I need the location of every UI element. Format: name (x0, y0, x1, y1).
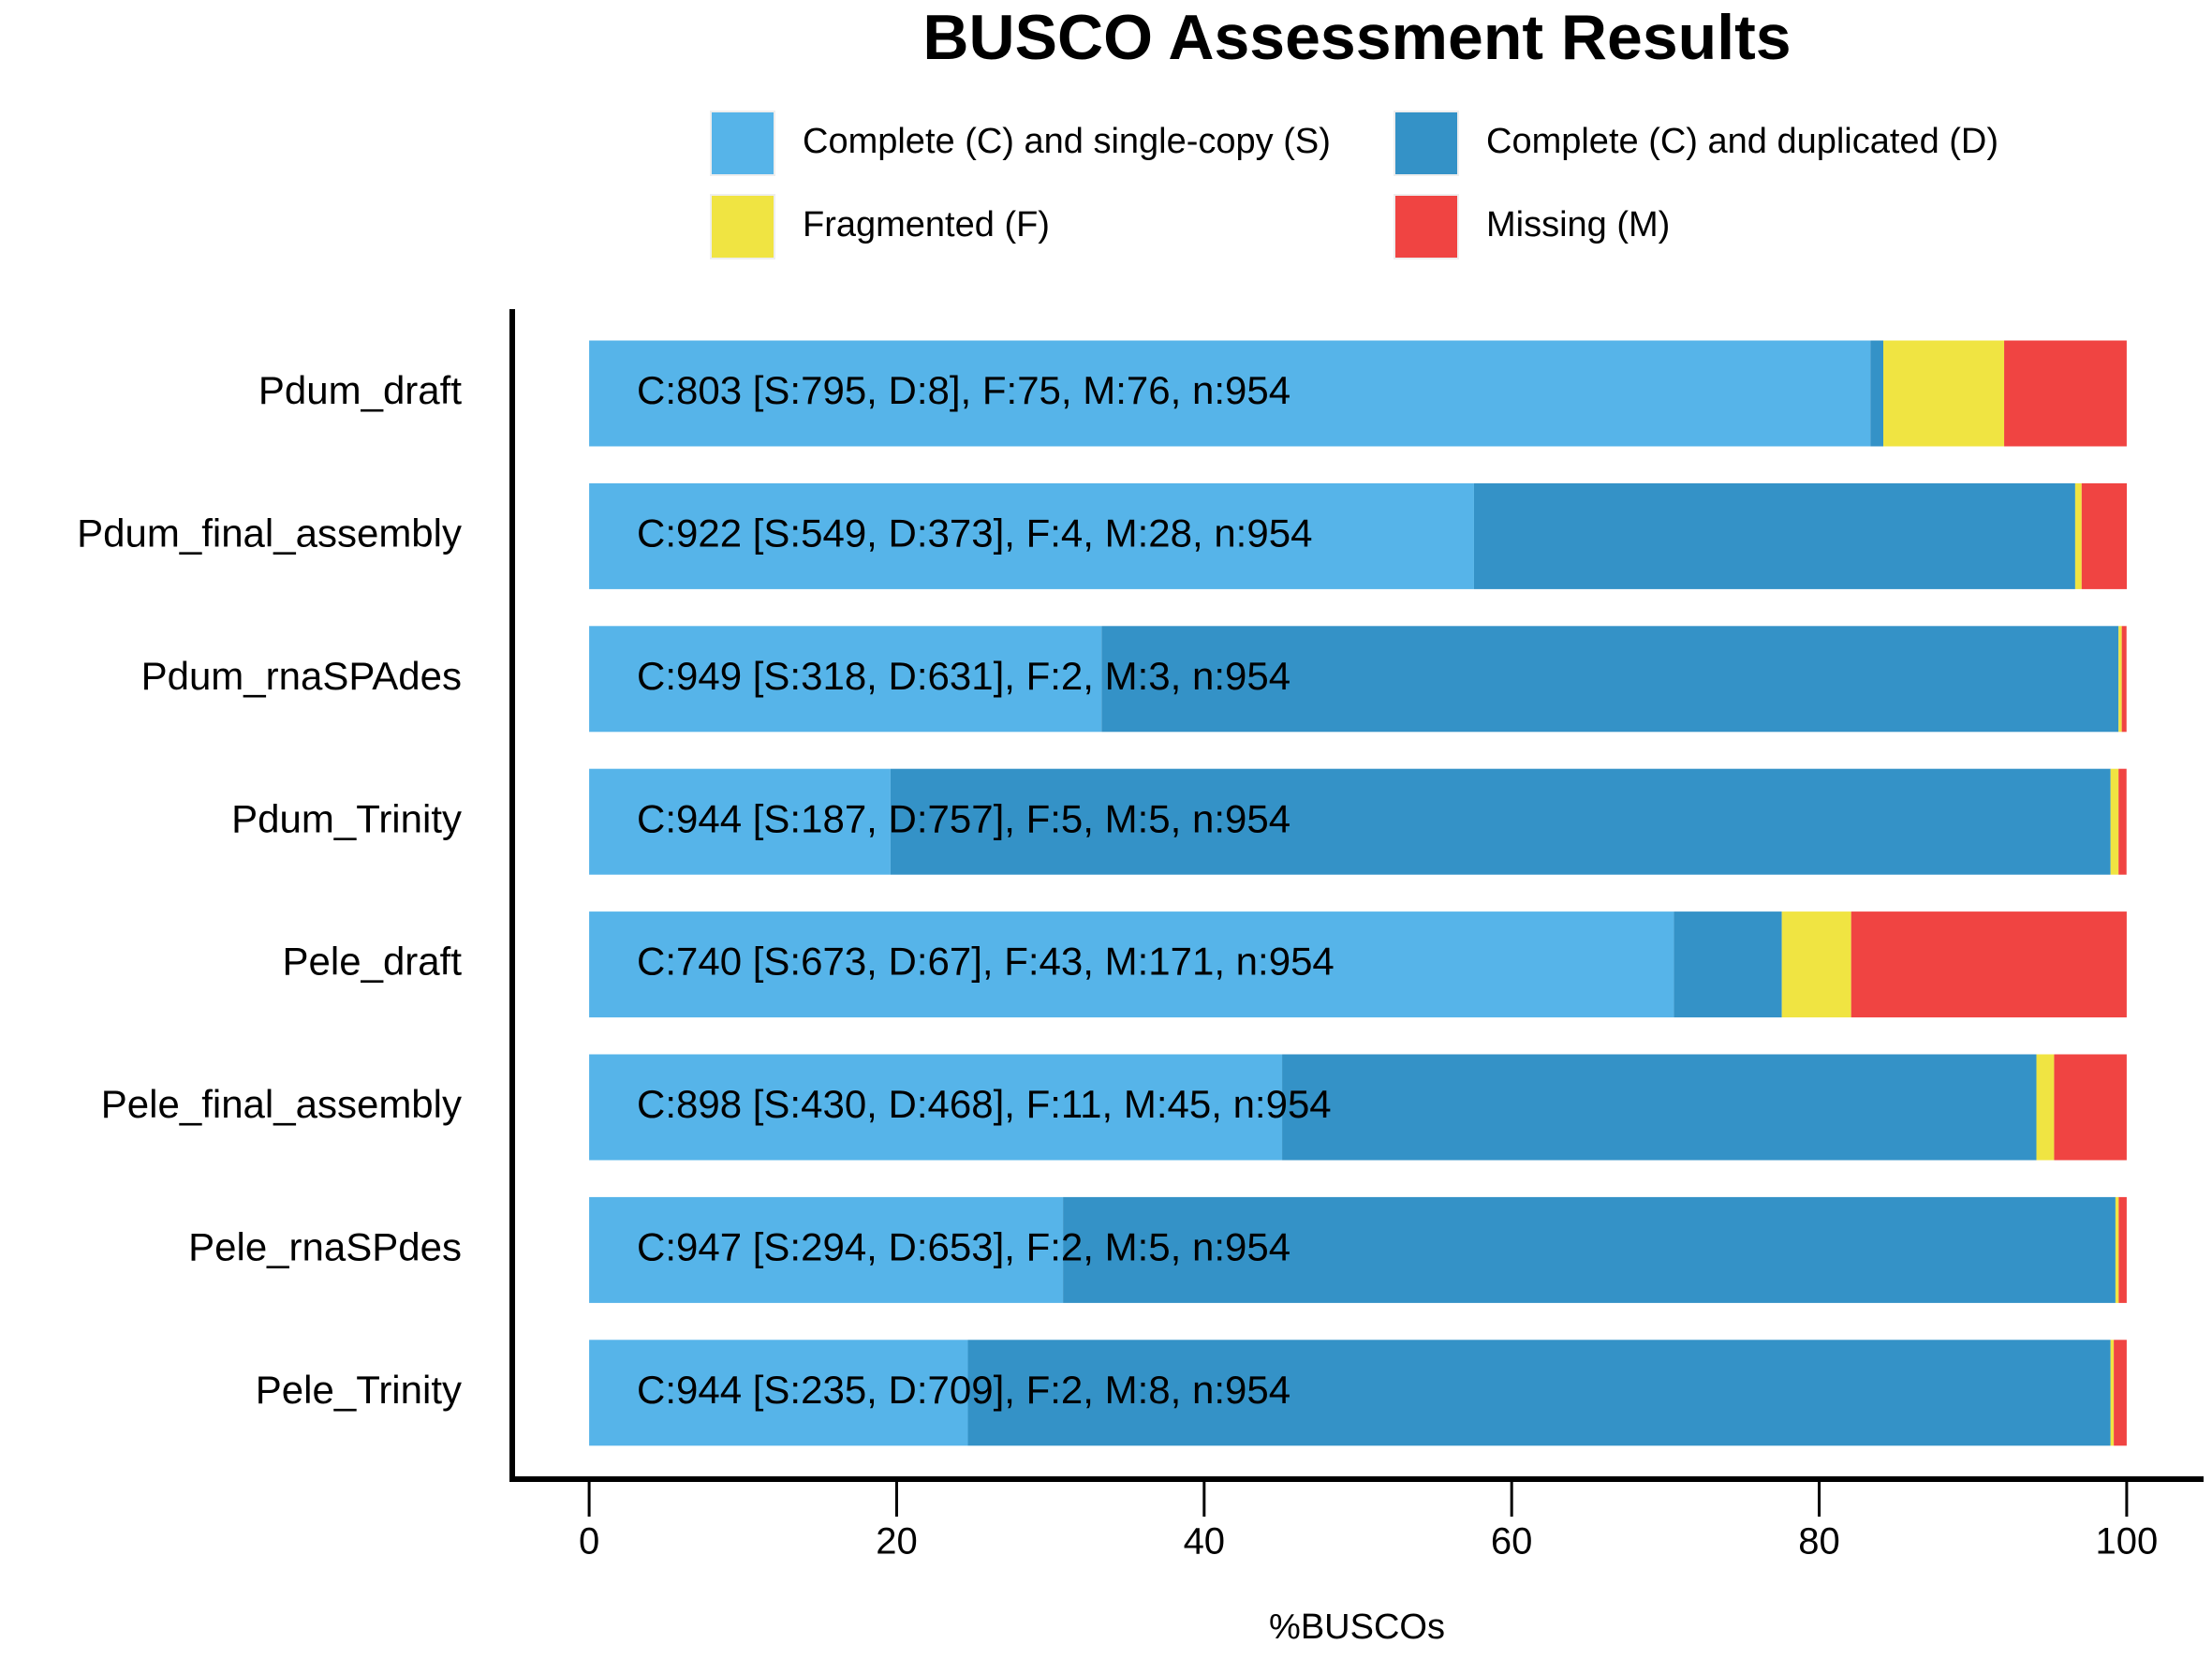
legend-label: Missing (M) (1486, 205, 1670, 244)
bar-segment (1674, 911, 1782, 1018)
bar-segment (589, 1196, 1064, 1303)
bar-segment (1282, 1054, 2037, 1161)
y-tick-label: Pele_final_assembly (101, 1082, 462, 1126)
bar-segment (1870, 340, 1884, 447)
y-tick-label: Pele_rnaSPdes (188, 1224, 462, 1268)
legend-swatch (1394, 194, 1459, 259)
x-tick-label: 80 (1798, 1521, 1840, 1563)
bar-segment (1781, 911, 1851, 1018)
bar-annotation: C:922 [S:549, D:373], F:4, M:28, n:954 (637, 511, 1312, 555)
bar-segment (1851, 911, 2127, 1018)
y-tick-label: Pdum_Trinity (231, 796, 462, 840)
bar-segment (589, 911, 1674, 1018)
bar-annotation: C:898 [S:430, D:468], F:11, M:45, n:954 (637, 1082, 1332, 1126)
bar-segment (589, 340, 1871, 447)
bar-annotation: C:944 [S:235, D:709], F:2, M:8, n:954 (637, 1368, 1290, 1412)
legend-label: Complete (C) and single-copy (S) (803, 122, 1331, 161)
bar-annotation: C:944 [S:187, D:757], F:5, M:5, n:954 (637, 796, 1290, 840)
bar-annotation: C:949 [S:318, D:631], F:2, M:3, n:954 (637, 654, 1290, 698)
bar-segment (967, 1340, 2111, 1446)
bar-segment (2110, 768, 2119, 875)
x-tick-label: 60 (1491, 1521, 1533, 1563)
x-tick-label: 40 (1184, 1521, 1226, 1563)
bar-segment (2118, 1196, 2127, 1303)
bar-annotation: C:740 [S:673, D:67], F:43, M:171, n:954 (637, 940, 1335, 984)
bar-segment (589, 1340, 968, 1446)
y-tick-label: Pele_Trinity (256, 1368, 462, 1412)
bar-segment (2118, 768, 2127, 875)
legend-swatch (710, 111, 775, 176)
bar-annotation: C:947 [S:294, D:653], F:2, M:5, n:954 (637, 1224, 1290, 1268)
bar-segment (2036, 1054, 2055, 1161)
bar-annotation: C:803 [S:795, D:8], F:75, M:76, n:954 (637, 368, 1290, 412)
legend-label: Complete (C) and duplicated (D) (1486, 122, 1998, 161)
bar-segment (1101, 626, 2119, 733)
bar-segment (1883, 340, 2005, 447)
legend-swatch (1394, 111, 1459, 176)
legend-label: Fragmented (F) (803, 205, 1050, 244)
bar-segment (589, 1054, 1283, 1161)
chart-title: BUSCO Assessment Results (922, 2, 1791, 73)
bar-segment (2074, 482, 2082, 589)
bar-segment (2081, 482, 2128, 589)
bar-segment (589, 768, 891, 875)
bar-segment (2110, 1340, 2115, 1446)
bar-segment (589, 626, 1102, 733)
bar-segment (2118, 626, 2122, 733)
legend-swatch (710, 194, 775, 259)
x-axis-label: %BUSCOs (1269, 1607, 1445, 1647)
bar-segment (2054, 1054, 2127, 1161)
bar-segment (2121, 626, 2127, 733)
y-tick-label: Pdum_rnaSPAdes (141, 654, 462, 698)
x-tick-label: 0 (579, 1521, 599, 1563)
bar-segment (2115, 1196, 2119, 1303)
x-tick-label: 20 (876, 1521, 918, 1563)
bar-segment (890, 768, 2111, 875)
x-tick-label: 100 (2096, 1521, 2159, 1563)
y-tick-label: Pdum_draft (258, 368, 462, 412)
bar-segment (1473, 482, 2075, 589)
bar-segment (2114, 1340, 2127, 1446)
bar-segment (1063, 1196, 2116, 1303)
y-tick-label: Pdum_final_assembly (77, 511, 462, 555)
bar-segment (2004, 340, 2127, 447)
y-tick-label: Pele_draft (283, 940, 463, 984)
bar-segment (589, 482, 1474, 589)
